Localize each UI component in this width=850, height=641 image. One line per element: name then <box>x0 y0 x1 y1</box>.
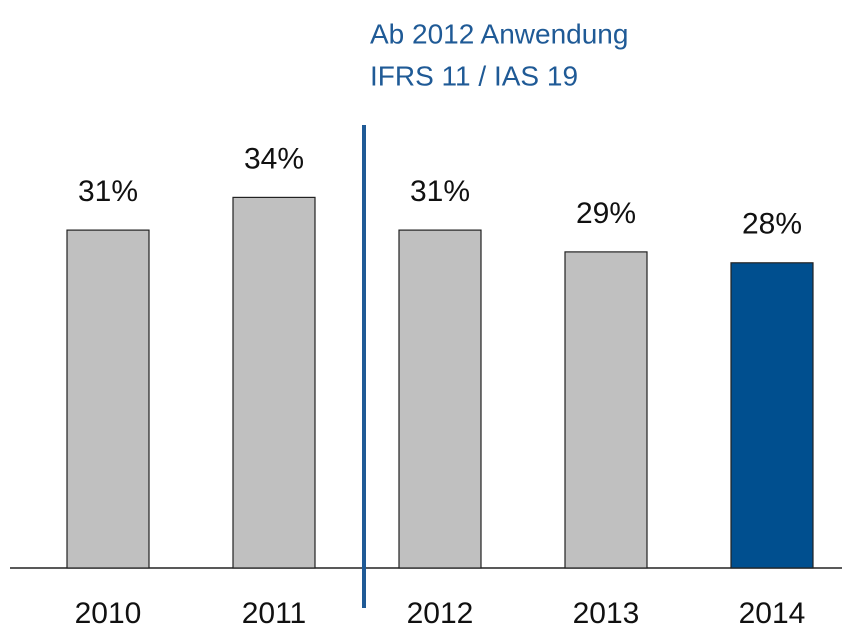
bar <box>232 196 316 569</box>
bar <box>564 251 648 569</box>
x-tick-label: 2013 <box>573 597 640 630</box>
value-label: 31% <box>410 175 470 208</box>
annotation: IFRS 11 / IAS 19 <box>370 60 578 91</box>
value-label: 31% <box>78 175 138 208</box>
value-label: 28% <box>742 208 802 241</box>
x-tick-label: 2010 <box>75 597 142 630</box>
x-tick-label: 2012 <box>407 597 474 630</box>
x-tick-label: 2011 <box>242 597 307 630</box>
x-tick-label: 2014 <box>739 597 806 630</box>
bar <box>66 229 150 569</box>
bar <box>398 229 482 569</box>
bar <box>730 262 814 569</box>
value-label: 34% <box>244 142 304 175</box>
value-label: 29% <box>576 197 636 230</box>
annotation: Ab 2012 Anwendung <box>370 18 628 49</box>
